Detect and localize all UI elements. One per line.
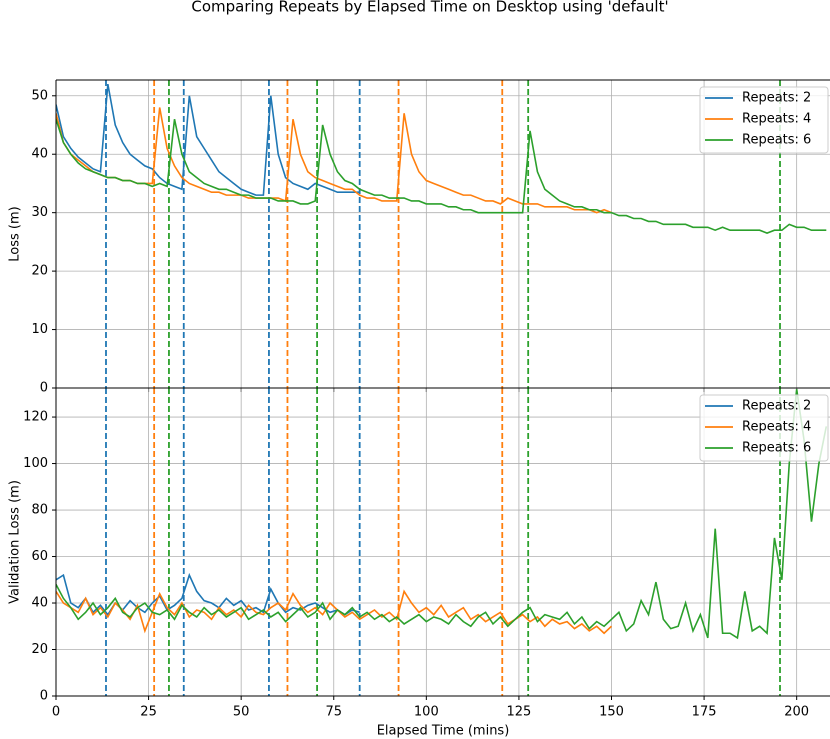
x-tick-label: 200 <box>784 705 809 720</box>
x-tick-label: 75 <box>325 705 342 720</box>
series-line <box>56 389 828 640</box>
y-tick-label: 30 <box>31 205 48 220</box>
legend-label: Repeats: 6 <box>742 133 811 148</box>
x-axis-label: Elapsed Time (mins) <box>377 724 510 739</box>
x-tick-label: 175 <box>692 705 717 720</box>
y-tick-label: 40 <box>31 147 48 162</box>
y-tick-label: 120 <box>23 410 48 425</box>
legend-box <box>699 86 829 154</box>
legend-label: Repeats: 4 <box>742 420 811 435</box>
legend-label: Repeats: 2 <box>742 399 811 414</box>
x-tick-label: 100 <box>414 705 439 720</box>
series-line <box>56 83 360 196</box>
y-axis-label: Validation Loss (m) <box>8 480 23 604</box>
legend-label: Repeats: 6 <box>742 441 811 456</box>
series-line <box>56 572 360 617</box>
series-line <box>56 589 613 635</box>
y-tick-label: 50 <box>31 88 48 103</box>
x-tick-label: 25 <box>140 705 157 720</box>
legend-box <box>699 394 829 462</box>
y-tick-label: 0 <box>40 689 48 704</box>
y-tick-label: 20 <box>31 642 48 657</box>
y-tick-label: 0 <box>40 381 48 396</box>
x-tick-label: 0 <box>52 705 60 720</box>
series-line <box>56 118 827 234</box>
y-tick-label: 100 <box>23 456 48 471</box>
legend-label: Repeats: 2 <box>742 91 811 106</box>
x-tick-label: 125 <box>507 705 532 720</box>
series-line <box>56 107 612 214</box>
x-tick-label: 150 <box>599 705 624 720</box>
y-tick-label: 80 <box>31 503 48 518</box>
y-axis-label: Loss (m) <box>8 206 23 261</box>
y-tick-label: 10 <box>31 322 48 337</box>
legend-label: Repeats: 4 <box>742 112 811 127</box>
y-tick-label: 40 <box>31 596 48 611</box>
y-tick-label: 60 <box>31 549 48 564</box>
y-tick-label: 20 <box>31 264 48 279</box>
x-tick-label: 50 <box>233 705 250 720</box>
plot-area <box>56 388 828 696</box>
plot-area <box>56 80 827 388</box>
chart-title: Comparing Repeats by Elapsed Time on Des… <box>191 0 668 16</box>
